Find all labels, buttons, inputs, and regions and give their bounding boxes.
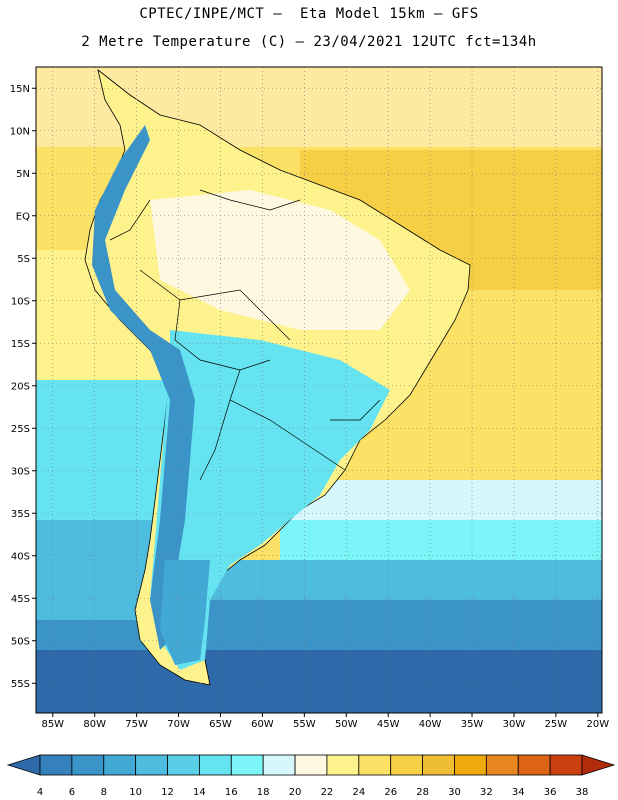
colorbar-swatch: [517, 754, 551, 776]
colorbar-label: 8: [101, 787, 107, 798]
colorbar-label: 26: [384, 787, 397, 798]
colorbar-swatch: [549, 754, 583, 776]
colorbar-swatch: [294, 754, 328, 776]
lon-label: 65W: [209, 719, 232, 730]
lat-label: 30S: [11, 466, 30, 477]
colorbar-arrow-left: [6, 754, 41, 776]
colorbar-swatch: [422, 754, 455, 776]
longitude-axis: 85W 80W 75W 70W 65W 60W 55W 50W 45W 40W 35W 30W 25W 2…: [41, 713, 609, 730]
colorbar-label: 10: [129, 787, 142, 798]
lon-label: 80W: [83, 719, 106, 730]
colorbar-label: 18: [257, 787, 270, 798]
colorbar-swatch: [262, 754, 296, 776]
lon-label: 60W: [251, 719, 274, 730]
colorbar-arrow-right: [581, 754, 616, 776]
colorbar-label: 30: [448, 787, 461, 798]
colorbar-label: 28: [416, 787, 429, 798]
lat-label: 5S: [17, 254, 30, 265]
colorbar-label: 22: [321, 787, 334, 798]
field-southern-land: [150, 330, 390, 670]
colorbar-label: 16: [225, 787, 238, 798]
colorbar-swatch: [485, 754, 519, 776]
colorbar: 4 6 8 10 12 14 16 18 20 22 24 26 28 30 32 34 36 38: [6, 754, 616, 798]
lat-label: 5N: [16, 169, 30, 180]
colorbar-label: 12: [161, 787, 174, 798]
lon-label: 85W: [41, 719, 64, 730]
lon-label: 20W: [586, 719, 609, 730]
lat-label: 10N: [10, 126, 30, 137]
lon-label: 45W: [377, 719, 400, 730]
lon-label: 25W: [545, 719, 568, 730]
colorbar-swatch: [230, 754, 264, 776]
colorbar-label: 36: [544, 787, 557, 798]
colorbar-label: 20: [289, 787, 302, 798]
country-borders: [109, 189, 381, 481]
chart-title: CPTEC/INPE/MCT – Eta Model 15km – GFS: [139, 6, 479, 22]
colorbar-swatch: [135, 754, 168, 776]
lat-label: 40S: [11, 551, 30, 562]
lon-label: 40W: [419, 719, 442, 730]
field-south-6: [36, 650, 602, 713]
colorbar-swatch: [390, 754, 423, 776]
colorbar-label: 32: [480, 787, 493, 798]
colorbar-swatch: [167, 754, 200, 776]
field-pacific-14: [36, 520, 156, 620]
chart-subtitle: 2 Metre Temperature (C) – 23/04/2021 12U…: [81, 34, 537, 50]
lat-label: 50S: [11, 636, 30, 647]
colorbar-swatch: [358, 754, 392, 776]
colorbar-label: 38: [576, 787, 589, 798]
field-patagonia: [160, 560, 210, 665]
colorbar-label: 34: [512, 787, 525, 798]
lon-label: 35W: [461, 719, 484, 730]
lon-label: 75W: [125, 719, 148, 730]
colorbar-swatch: [103, 754, 137, 776]
temperature-field: [36, 67, 602, 713]
colorbar-label: 6: [69, 787, 75, 798]
lon-label: 70W: [167, 719, 190, 730]
lat-label: 25S: [11, 424, 30, 435]
lon-label: 50W: [335, 719, 358, 730]
lat-label: 20S: [11, 381, 30, 392]
field-andes: [92, 125, 195, 650]
colorbar-swatch: [454, 754, 487, 776]
colorbar-label: 24: [352, 787, 365, 798]
lat-label: 35S: [11, 509, 30, 520]
colorbar-label: 14: [193, 787, 206, 798]
colorbar-label: 4: [37, 787, 43, 798]
map-frame: [35, 66, 603, 714]
lat-label: 45S: [11, 594, 30, 605]
colorbar-swatch: [326, 754, 360, 776]
lat-label: 55S: [11, 679, 30, 690]
colorbar-swatch: [199, 754, 232, 776]
lat-label: 10S: [11, 296, 30, 307]
lat-label: EQ: [16, 211, 30, 222]
colorbar-swatch: [71, 754, 105, 776]
latitude-axis: 15N 10N 5N EQ 5S 10S 15S 20S 25S 30S 35S 40S 45S 50S 5…: [10, 84, 36, 690]
lat-label: 15S: [11, 339, 30, 350]
field-amazon: [150, 190, 410, 330]
colorbar-swatch: [39, 754, 73, 776]
lat-label: 15N: [10, 84, 30, 95]
lon-label: 30W: [503, 719, 526, 730]
lon-label: 55W: [293, 719, 316, 730]
